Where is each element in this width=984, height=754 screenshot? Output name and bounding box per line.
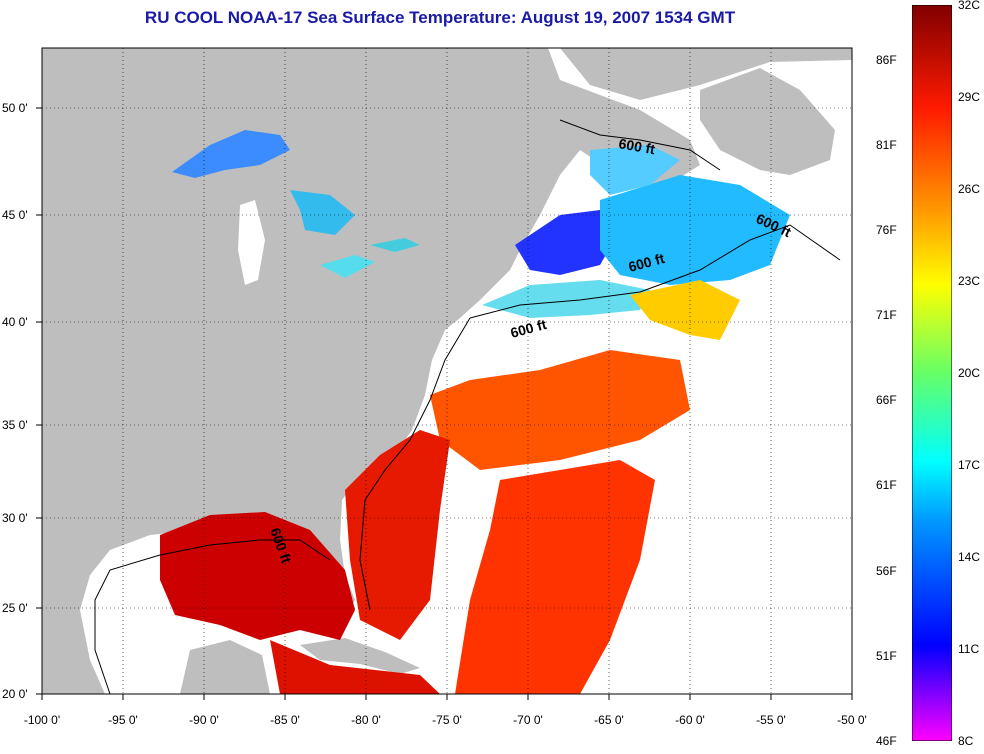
land-north-america [42, 48, 700, 694]
sst-mid-atlantic [430, 350, 690, 470]
grid [42, 48, 852, 694]
lon-tick-label: -70 0' [513, 713, 543, 727]
contour-600ft-gulf [94, 539, 331, 695]
colorbar-fahrenheit-label: 56F [876, 564, 897, 578]
map-title: RU COOL NOAA-17 Sea Surface Temperature:… [144, 8, 736, 27]
colorbar-fahrenheit-label: 81F [876, 138, 897, 152]
lat-tick-label: 30 0' [2, 511, 28, 525]
contour-600ft-southeast [359, 317, 471, 611]
lat-tick-label: 35 0' [2, 418, 28, 432]
lon-tick-label: -60 0' [675, 713, 705, 727]
tick-marks [36, 107, 853, 700]
colorbar-celsius-label: 17C [958, 458, 981, 472]
sst-gulf-of-maine [515, 210, 620, 275]
lon-tick-label: -80 0' [351, 713, 381, 727]
lon-tick-label: -75 0' [432, 713, 462, 727]
lake-erie [320, 255, 375, 278]
lake-huron [290, 190, 355, 235]
lon-tick-label: -100 0' [24, 713, 60, 727]
colorbar-celsius-label: 26C [958, 182, 981, 196]
land-labrador [560, 48, 852, 100]
colorbar [912, 5, 952, 741]
contour-600ft-northeast [469, 224, 841, 319]
lat-tick-label: 20 0' [2, 687, 28, 701]
colorbar-fahrenheit-label: 51F [876, 649, 897, 663]
colorbar-celsius-label: 29C [958, 90, 981, 104]
lat-tick-label: 25 0' [2, 601, 28, 615]
sst-scotian-shelf [600, 175, 790, 285]
contour-600ft-stlawrence [559, 119, 721, 171]
lake-ontario [370, 238, 420, 252]
lon-tick-label: -85 0' [270, 713, 300, 727]
contour-label: 600 ft [617, 135, 656, 157]
sst-caribbean [270, 640, 440, 694]
sst-sargasso [455, 460, 655, 694]
colorbar-celsius-label: 32C [958, 0, 981, 12]
colorbar-fahrenheit-label: 61F [876, 478, 897, 492]
colorbar-fahrenheit-label: 46F [876, 734, 897, 748]
land-cuba [300, 638, 420, 674]
land-newfoundland [700, 68, 835, 175]
lon-tick-label: -95 0' [108, 713, 138, 727]
lon-tick-label: -50 0' [837, 713, 867, 727]
colorbar-celsius-label: 23C [958, 274, 981, 288]
lat-tick-label: 50 0' [2, 101, 28, 115]
sst-slope-warm [630, 280, 740, 340]
colorbar-celsius-label: 14C [958, 550, 981, 564]
colorbar-celsius-label: 8C [958, 734, 974, 748]
lake-michigan [238, 200, 265, 285]
sst-gulf-stream [345, 430, 450, 640]
sst-map: 600 ft 600 ft 600 ft 600 ft 600 ft [2, 47, 867, 727]
colorbar-fahrenheit-label: 71F [876, 308, 897, 322]
lat-tick-label: 45 0' [2, 208, 28, 222]
lon-tick-label: -55 0' [756, 713, 786, 727]
land-yucatan [180, 640, 270, 694]
lon-tick-label: -90 0' [189, 713, 219, 727]
colorbar-celsius-label: 20C [958, 366, 981, 380]
colorbar-fahrenheit-label: 76F [876, 223, 897, 237]
lat-tick-label: 40 0' [2, 315, 28, 329]
sst-gulf-st-lawrence [590, 145, 680, 195]
lake-superior [172, 130, 290, 178]
colorbar-fahrenheit-label: 66F [876, 393, 897, 407]
lon-tick-label: -65 0' [594, 713, 624, 727]
sst-shelf-south-ne [482, 280, 650, 318]
colorbar-celsius-label: 11C [958, 642, 980, 656]
colorbar-fahrenheit-label: 86F [876, 53, 897, 67]
